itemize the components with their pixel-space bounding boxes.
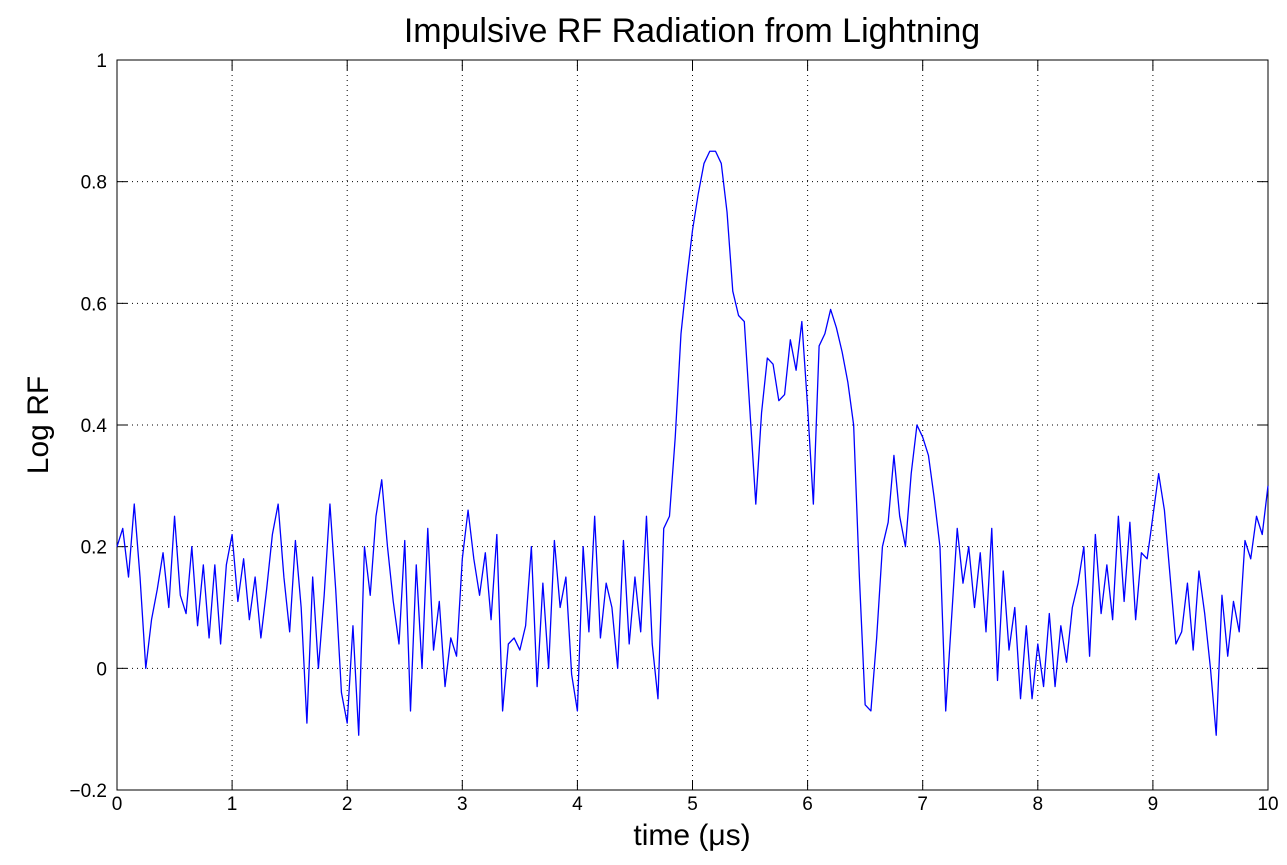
x-tick-label: 6: [802, 794, 813, 815]
x-tick-label: 3: [457, 794, 468, 815]
y-tick-label: −0.2: [69, 781, 107, 802]
x-tick-label: 0: [112, 794, 123, 815]
x-axis-label: time (μs): [633, 819, 750, 852]
data-line: [116, 150, 1269, 736]
x-tick-label: 5: [687, 794, 698, 815]
y-tick-label: 0.8: [81, 173, 107, 194]
y-tick-label: 0: [96, 659, 107, 680]
x-tick-label: 2: [342, 794, 353, 815]
x-tick-label: 1: [227, 794, 238, 815]
x-tick-label: 10: [1257, 794, 1278, 815]
x-tick-label: 4: [572, 794, 583, 815]
x-tick-label: 7: [917, 794, 928, 815]
x-tick-label: 9: [1148, 794, 1159, 815]
chart-title: Impulsive RF Radiation from Lightning: [404, 12, 980, 50]
y-tick-label: 1: [96, 51, 107, 72]
plot-frame: [116, 59, 1269, 791]
y-axis-label: Log RF: [22, 376, 55, 474]
y-tick-label: 0.2: [81, 538, 107, 559]
y-tick-label: 0.6: [81, 294, 107, 315]
y-tick-label: 0.4: [81, 416, 108, 437]
x-tick-label: 8: [1033, 794, 1044, 815]
